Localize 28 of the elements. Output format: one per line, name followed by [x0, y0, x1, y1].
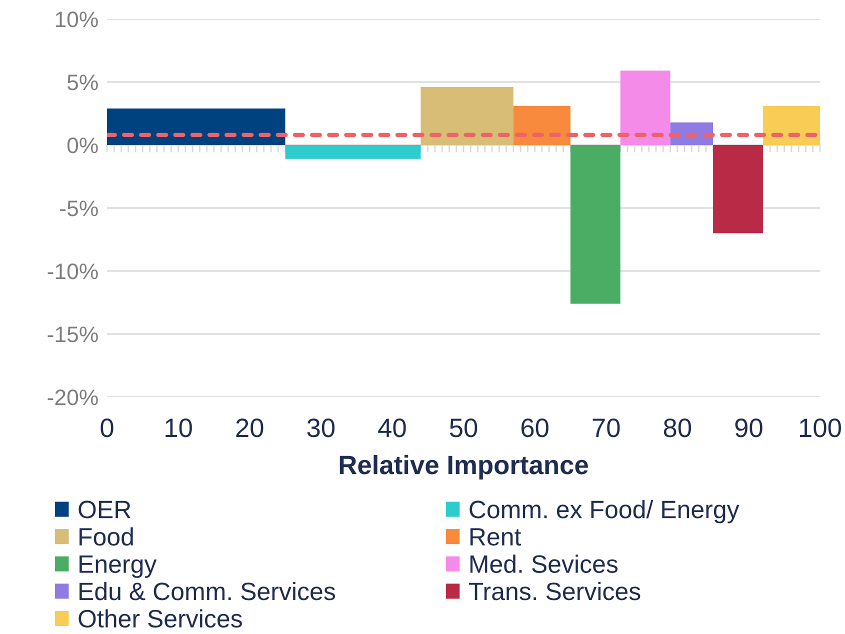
- y-tick-label: -20%: [48, 390, 98, 406]
- legend-label: Edu & Comm. Services: [80, 582, 336, 600]
- legend-label: Food: [80, 527, 133, 546]
- legend-label: Med. Sevices: [470, 554, 618, 573]
- y-tick-label: -5%: [60, 200, 98, 216]
- legend-label: Trans. Services: [468, 582, 640, 600]
- y-tick-label: -10%: [48, 264, 98, 280]
- x-tick-label: 70: [592, 418, 620, 438]
- x-tick-label: 100: [800, 418, 841, 438]
- legend-label: OER: [78, 500, 131, 518]
- legend-label: Comm. ex Food/ Energy: [470, 500, 740, 524]
- legend-label: Rent: [470, 528, 522, 546]
- x-tick-label: 10: [166, 418, 192, 438]
- y-tick-label: 10%: [56, 12, 98, 28]
- y-tick-label: 0%: [67, 138, 98, 154]
- x-tick-label: 20: [236, 418, 264, 438]
- x-tick-label: 40: [378, 418, 406, 438]
- legend-label: Energy: [80, 556, 157, 578]
- y-tick-label: 5%: [67, 74, 98, 90]
- x-tick-label: 0: [100, 418, 114, 438]
- legend-label: Other Services: [78, 609, 242, 628]
- x-tick-label: 80: [664, 418, 692, 438]
- y-tick-label: -15%: [48, 326, 98, 342]
- x-tick-label: 90: [735, 418, 762, 438]
- x-tick-label: 60: [521, 418, 548, 438]
- x-tick-label: 50: [450, 418, 478, 438]
- x-tick-label: 30: [307, 418, 335, 438]
- x-axis-title: Relative Importance: [340, 454, 588, 480]
